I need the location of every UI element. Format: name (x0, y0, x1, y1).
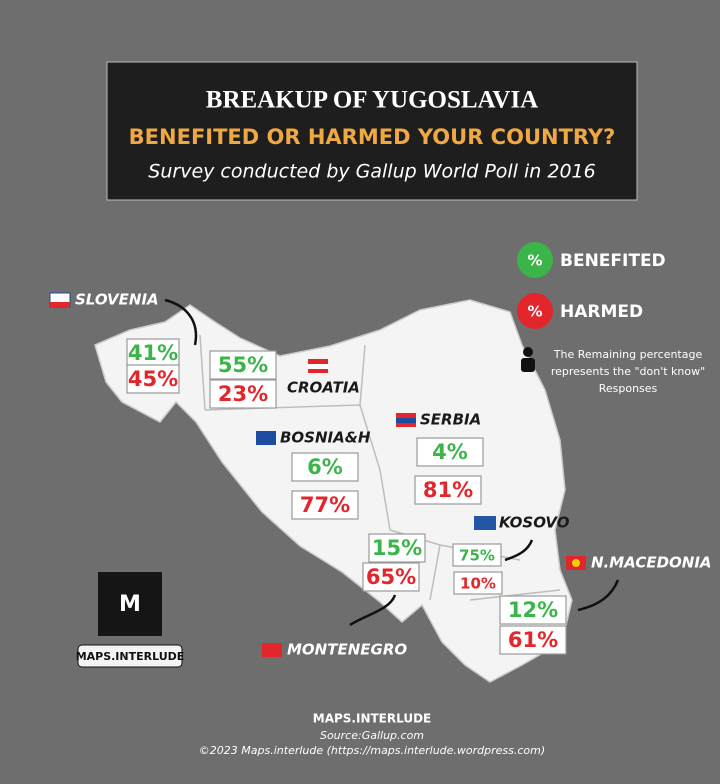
legend-benefited: BENEFITED (560, 251, 666, 271)
note-line: Responses (599, 382, 658, 395)
value-box (416, 437, 484, 467)
value-box (453, 571, 503, 595)
logo-label-box (77, 644, 183, 668)
title: BREAKUP OF YUGOSLAVIA (206, 87, 538, 114)
legend-harmed-icon (517, 293, 553, 329)
legend-benefited-icon (517, 242, 553, 278)
subtitle: BENEFITED OR HARMED YOUR COUNTRY? (129, 125, 616, 149)
benefited-value: 12% (508, 598, 558, 622)
arrow (349, 594, 397, 627)
region-name: CROATIA (287, 379, 360, 397)
footer-copyright: ©2023 Maps.interlude (https://maps.inter… (199, 744, 545, 757)
value-box (499, 625, 567, 655)
region-name: BOSNIA&H (280, 429, 371, 447)
benefited-value: 6% (307, 455, 343, 479)
region-name: SERBIA (420, 411, 481, 429)
value-box (291, 452, 359, 482)
harmed-value: 65% (366, 565, 416, 589)
note-line: The Remaining percentage (553, 348, 703, 361)
harmed-value: 77% (300, 493, 350, 517)
flag (308, 364, 328, 369)
value-box (368, 533, 426, 563)
value-box (452, 543, 502, 567)
harmed-value: 61% (508, 628, 558, 652)
logo-mark: M (119, 592, 141, 617)
flag (396, 418, 416, 423)
legend-symbol: % (527, 303, 542, 321)
value-box (126, 364, 180, 394)
flag (256, 431, 276, 445)
harmed-value: 81% (423, 478, 473, 502)
harmed-value: 10% (460, 575, 496, 593)
logo-box (98, 572, 162, 636)
caption: Survey conducted by Gallup World Poll in… (148, 161, 595, 183)
borders (199, 334, 561, 601)
value-box (362, 562, 420, 592)
arrow (164, 298, 198, 346)
region-name: MONTENEGRO (287, 641, 407, 659)
harmed-value: 23% (218, 382, 268, 406)
flag (474, 516, 496, 530)
legend-harmed: HARMED (560, 302, 643, 322)
arrow (504, 539, 534, 562)
arrow (577, 579, 620, 612)
value-box (499, 595, 567, 625)
benefited-value: 15% (372, 536, 422, 560)
logo-label: MAPS.INTERLUDE (76, 650, 185, 663)
region-name: SLOVENIA (75, 291, 159, 309)
note-icon (521, 358, 535, 372)
benefited-value: 55% (218, 353, 268, 377)
flag (572, 559, 580, 567)
header-box (106, 61, 638, 201)
value-box (414, 475, 482, 505)
footer-source: Source:Gallup.com (320, 729, 424, 742)
flag (50, 302, 70, 307)
benefited-value: 41% (128, 341, 178, 365)
region-name: N.MACEDONIA (591, 554, 712, 572)
harmed-value: 45% (128, 367, 178, 391)
benefited-value: 75% (459, 547, 495, 565)
value-box (209, 379, 277, 409)
flag (262, 643, 282, 657)
regions: SLOVENIA 41%45% CROATIA 55% 23% BOSNIA&H 6% 77%… (75, 291, 712, 659)
note-icon (523, 347, 533, 357)
legend-symbol: % (527, 252, 542, 270)
region-name: KOSOVO (499, 514, 570, 532)
note-line: represents the "don't know" (551, 365, 705, 378)
footer-brand: MAPS.INTERLUDE (313, 712, 431, 726)
value-box (209, 350, 277, 380)
benefited-value: 4% (432, 440, 468, 464)
value-box (291, 490, 359, 520)
